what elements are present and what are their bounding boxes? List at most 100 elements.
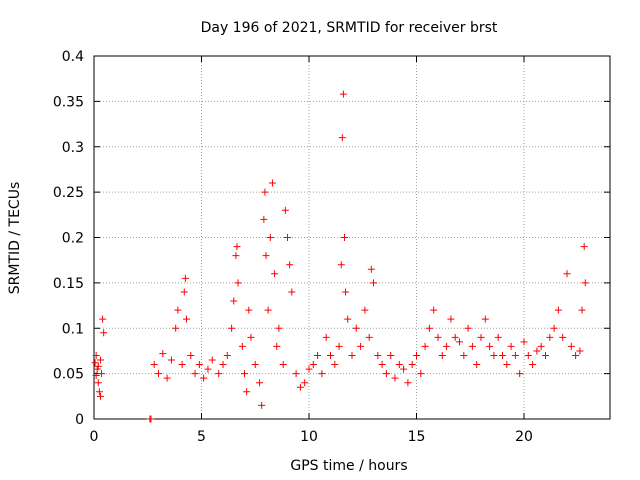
data-point (361, 306, 369, 314)
data-point (94, 379, 102, 387)
data-point (357, 342, 365, 350)
data-point (387, 351, 395, 359)
data-point (251, 361, 259, 369)
data-point (374, 351, 382, 359)
data-point (438, 351, 446, 359)
data-point (404, 379, 412, 387)
data-point (417, 370, 425, 378)
data-point (292, 370, 300, 378)
y-tick-label: 0.2 (62, 231, 84, 247)
data-point (447, 315, 455, 323)
data-point (382, 370, 390, 378)
data-point (335, 342, 343, 350)
data-point (524, 351, 532, 359)
data-point (443, 342, 451, 350)
data-point (413, 351, 420, 359)
data-point (408, 361, 416, 369)
data-point (421, 342, 429, 350)
x-axis-label: GPS time / hours (290, 458, 407, 474)
data-point (223, 351, 231, 359)
data-point (567, 342, 575, 350)
data-point (233, 243, 241, 251)
data-point (576, 347, 584, 355)
data-point (572, 351, 580, 359)
y-tick-label: 0.1 (62, 321, 84, 337)
data-point (288, 288, 296, 296)
data-point (230, 297, 238, 305)
data-point (181, 274, 189, 282)
data-point (309, 361, 317, 369)
data-point (245, 306, 253, 314)
data-point (95, 388, 103, 396)
data-point (490, 351, 498, 359)
data-point (542, 351, 549, 359)
data-point (494, 333, 502, 341)
data-point (340, 234, 348, 241)
chart-title: Day 196 of 2021, SRMTID for receiver brs… (201, 20, 498, 36)
data-point (511, 351, 519, 359)
data-point (331, 361, 339, 369)
data-point (273, 342, 281, 350)
y-tick-label: 0.3 (62, 140, 84, 156)
data-point (96, 392, 104, 400)
data-point (275, 324, 283, 332)
data-point (264, 306, 272, 314)
data-point (378, 361, 386, 369)
data-point (301, 379, 309, 387)
data-point (546, 333, 554, 341)
data-point (247, 333, 255, 341)
data-point (243, 388, 251, 396)
data-point (91, 359, 99, 367)
x-tick-label: 5 (197, 429, 206, 445)
data-point (219, 361, 227, 369)
data-point (499, 351, 506, 359)
data-point (241, 370, 248, 378)
data-point (232, 252, 240, 260)
data-point (339, 90, 347, 98)
axis-ticks (93, 55, 610, 420)
data-point (281, 206, 289, 214)
data-point (318, 370, 326, 378)
data-points (91, 90, 589, 423)
data-point (529, 361, 537, 369)
data-point (507, 342, 515, 350)
data-point (581, 279, 589, 287)
data-point (98, 370, 106, 378)
y-tick-label: 0.05 (53, 367, 84, 383)
data-point (96, 356, 104, 364)
x-tick-label: 15 (408, 429, 426, 445)
data-point (260, 215, 268, 223)
data-point (305, 365, 313, 373)
data-point (94, 362, 102, 370)
data-point (578, 306, 586, 314)
data-point (367, 265, 375, 273)
axis-tick-labels: 0 0.05 0.1 0.15 0.2 0.25 0.3 0.35 0.4 0 5 10 15 20 (53, 49, 533, 445)
data-point (348, 351, 356, 359)
data-point (559, 333, 567, 341)
data-point (296, 383, 304, 391)
data-point (322, 333, 330, 341)
data-point (187, 351, 195, 359)
data-point (256, 379, 264, 387)
data-point (92, 351, 100, 359)
data-point (182, 315, 190, 323)
data-point (400, 365, 408, 373)
data-point (167, 356, 175, 364)
data-point (580, 243, 588, 251)
x-tick-label: 20 (515, 429, 533, 445)
data-point (430, 306, 438, 314)
data-point (337, 261, 345, 269)
data-point (365, 333, 373, 341)
data-point (516, 370, 524, 378)
data-point (533, 347, 541, 355)
data-point (464, 324, 472, 332)
x-tick-label: 10 (300, 429, 318, 445)
data-point (172, 324, 180, 332)
data-point (159, 350, 167, 358)
data-point (460, 351, 468, 359)
data-point (314, 351, 322, 359)
y-tick-label: 0.15 (53, 276, 84, 292)
data-point (286, 261, 294, 269)
data-point (100, 329, 108, 337)
